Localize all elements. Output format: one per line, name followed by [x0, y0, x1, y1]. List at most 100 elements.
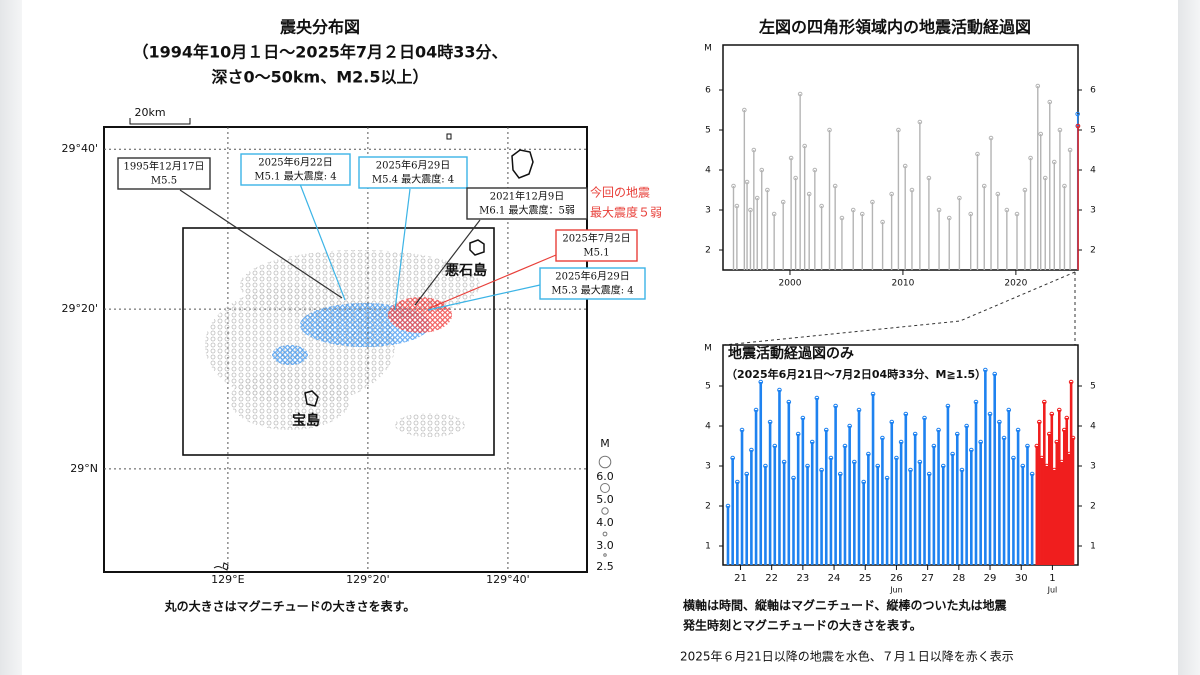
bar-head [936, 427, 941, 433]
bar-head [917, 119, 923, 125]
bar-head [1029, 471, 1035, 477]
bar-head [870, 199, 875, 205]
annotation-text: 2025年6月22日 [258, 156, 333, 169]
annotation-text: 最大震度５弱 [590, 205, 662, 220]
bar-head [788, 155, 794, 161]
bar-head [754, 195, 760, 201]
bar-head [850, 207, 856, 213]
bar-head [1068, 379, 1074, 385]
bar-head [1006, 407, 1012, 413]
legend-label: 5.0 [596, 493, 614, 506]
bar-head [875, 463, 881, 469]
bar-head [1042, 399, 1047, 405]
bar-head [922, 415, 927, 421]
bar-head [791, 475, 796, 481]
place-label: 宝島 [292, 412, 320, 429]
bar-head [819, 467, 824, 473]
bar-head [859, 211, 865, 217]
annotation-box [555, 229, 638, 262]
bar-head [753, 407, 759, 413]
size-legend: M 6.0 5.0 4.0 3.0 2.5 [596, 437, 614, 573]
legend-circle [601, 507, 609, 515]
bar-head [797, 91, 803, 97]
annotation-text: M6.1 最大震度：5弱 [479, 204, 575, 217]
annotation-text: M5.4 最大震度: 4 [372, 173, 454, 186]
legend-circle [600, 483, 610, 493]
bar-head [954, 431, 960, 437]
epicenter-cloud [395, 413, 465, 437]
island [446, 133, 452, 140]
y-axis-label: M [704, 44, 712, 54]
y-tick-label: 1 [1090, 542, 1096, 552]
legend-label: 2.5 [596, 560, 614, 573]
bar-head [839, 215, 845, 221]
bar-head [780, 199, 786, 205]
bar-head [975, 151, 980, 157]
bar-head [995, 191, 1001, 197]
left-edge [0, 0, 22, 675]
bar-head [1025, 443, 1030, 449]
bar-head [988, 135, 994, 141]
bar-head [1038, 131, 1044, 137]
x-tick-label: 2010 [891, 279, 914, 289]
annotation-box [358, 156, 468, 189]
legend-circle [598, 455, 612, 469]
leader-line [427, 284, 541, 311]
leader-line [179, 189, 343, 299]
bar-head [827, 127, 832, 133]
note: 2025年６月21日以降の地震を水色、７月１日以降を赤く表示 [680, 650, 1014, 664]
bar-head [1070, 435, 1076, 441]
chart-top: M 2 2 3 3 4 4 5 5 6 6 2000 2010 2020 [704, 44, 1096, 289]
y-tick-label: 2 [705, 502, 711, 512]
bar-head [959, 467, 965, 473]
bar-head [763, 463, 768, 469]
bar-head [926, 471, 932, 477]
bar-head [767, 419, 773, 425]
y-tick-label: 29°N [70, 462, 98, 475]
bar-head [730, 455, 735, 461]
island [469, 239, 485, 256]
bar-head [1051, 159, 1057, 165]
bar-head [805, 463, 810, 469]
map-frame [103, 126, 588, 573]
bar-head [744, 471, 750, 477]
x-tick-label: 2000 [779, 279, 802, 289]
annotation-text: 2025年7月2日 [562, 232, 630, 245]
bar-head [983, 367, 988, 373]
map-title: 震央分布図 [279, 18, 360, 37]
note: 発生時刻とマグニチュードの大きさを表す。 [682, 618, 922, 633]
bar-head [1028, 155, 1033, 161]
leader-line [429, 254, 557, 309]
annotation-box [466, 187, 588, 220]
bar-head [903, 411, 909, 417]
bar-head [765, 187, 770, 193]
x-tick-label: 21 [734, 573, 747, 584]
x-tick-label: 27 [921, 573, 934, 584]
map-subtitle: （1994年10月１日～2025年7月２日04時33分、 [133, 43, 508, 62]
x-tick-label: 2020 [1004, 279, 1027, 289]
epicenter-cloud-blue [272, 345, 308, 365]
chart-title: 地震活動経過図のみ [728, 345, 854, 362]
bar-head [837, 471, 843, 477]
map-subtitle: 深さ0～50km、M2.5以上） [212, 68, 429, 87]
bar-head [809, 439, 815, 445]
y-tick-label: 5 [1090, 126, 1096, 136]
x-tick-label: 28 [952, 573, 965, 584]
bar-head [1067, 147, 1073, 153]
bar-head [896, 127, 901, 133]
y-tick-label: 2 [1090, 502, 1096, 512]
chart-title: 左図の四角形領域内の地震活動経過図 [758, 18, 1031, 37]
y-tick-label: 3 [1090, 206, 1096, 216]
bar-head [772, 443, 778, 449]
annotation-box [117, 157, 211, 190]
annotation-box [240, 153, 351, 186]
x-tick-label: 22 [765, 573, 778, 584]
bar-head [884, 475, 890, 481]
bar-head [1001, 435, 1007, 441]
bar-head [742, 107, 747, 113]
bar-head [1064, 415, 1070, 421]
bar-head [758, 379, 764, 385]
bar-head [1075, 111, 1080, 117]
